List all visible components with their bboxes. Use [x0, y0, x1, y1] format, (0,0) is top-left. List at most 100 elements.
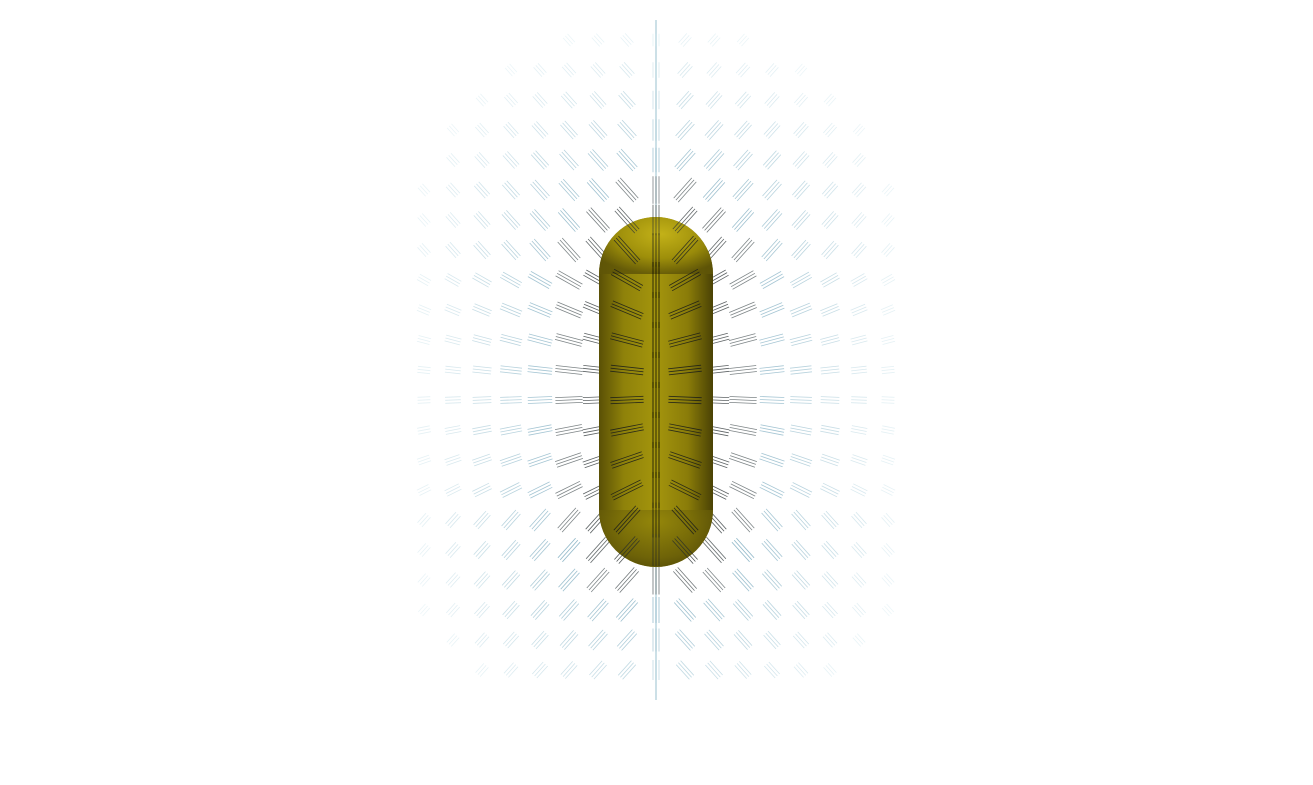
field-stroke: [527, 396, 553, 398]
field-stroke: [795, 664, 807, 676]
field-stroke: [676, 90, 690, 106]
field-stroke: [500, 365, 523, 369]
field-stroke: [499, 308, 520, 318]
field-stroke: [668, 300, 700, 314]
field-stroke: [765, 123, 779, 137]
field-stroke: [618, 94, 632, 110]
field-stroke: [611, 303, 643, 317]
field-stroke: [729, 486, 755, 500]
field-stroke: [445, 542, 457, 554]
field-stroke: [528, 455, 552, 465]
field-stroke: [761, 209, 778, 227]
field-stroke: [675, 664, 690, 680]
field-stroke: [533, 152, 547, 168]
field-stroke: [759, 333, 784, 341]
field-stroke: [706, 631, 722, 649]
field-stroke: [795, 633, 807, 647]
field-stroke: [820, 272, 837, 283]
field-stroke: [528, 430, 553, 436]
field-stroke: [824, 183, 836, 197]
field-stroke: [555, 275, 580, 290]
field-stroke: [417, 371, 431, 375]
field-stroke: [445, 428, 461, 432]
field-stroke: [477, 545, 491, 560]
field-stroke: [475, 272, 492, 283]
field-stroke: [671, 509, 695, 535]
field-stroke: [444, 454, 460, 461]
field-stroke: [678, 662, 692, 678]
field-stroke: [479, 122, 489, 134]
field-stroke: [705, 151, 723, 169]
field-stroke: [885, 543, 895, 553]
field-stroke: [555, 399, 583, 401]
field-stroke: [822, 482, 840, 492]
field-stroke: [882, 425, 895, 429]
field-stroke: [505, 239, 521, 257]
field-stroke: [585, 536, 606, 560]
field-stroke: [851, 371, 868, 375]
field-stroke: [592, 149, 609, 167]
field-stroke: [536, 92, 548, 104]
field-stroke: [417, 307, 431, 313]
field-stroke: [558, 599, 575, 617]
field-stroke: [422, 607, 431, 617]
field-stroke: [527, 481, 550, 494]
field-stroke: [669, 338, 702, 348]
field-stroke: [478, 575, 491, 589]
field-stroke: [527, 402, 553, 404]
field-stroke: [881, 457, 895, 463]
field-stroke: [532, 602, 548, 618]
field-stroke: [617, 179, 637, 201]
field-stroke: [821, 275, 839, 285]
field-stroke: [711, 66, 722, 78]
field-stroke: [733, 509, 753, 531]
field-stroke: [677, 567, 697, 589]
field-stroke: [534, 573, 550, 591]
field-stroke: [821, 456, 839, 464]
field-stroke: [763, 540, 781, 560]
field-stroke: [529, 242, 547, 262]
field-stroke: [765, 63, 775, 73]
field-stroke: [730, 452, 758, 462]
field-stroke: [882, 276, 894, 284]
field-stroke: [590, 571, 610, 593]
field-stroke: [450, 153, 460, 163]
field-stroke: [421, 517, 431, 528]
field-stroke: [707, 182, 726, 202]
field-stroke: [561, 237, 581, 259]
field-stroke: [561, 511, 581, 533]
field-stroke: [618, 600, 636, 620]
field-stroke: [472, 482, 490, 492]
field-stroke: [734, 180, 752, 200]
field-stroke: [732, 603, 749, 621]
field-stroke: [474, 632, 485, 644]
field-stroke: [881, 547, 891, 557]
field-stroke: [825, 665, 835, 675]
field-stroke: [472, 340, 491, 346]
field-stroke: [447, 544, 459, 556]
field-stroke: [736, 33, 745, 43]
field-stroke: [707, 93, 721, 107]
field-stroke: [589, 151, 607, 169]
field-stroke: [615, 598, 634, 618]
field-stroke: [592, 633, 608, 651]
field-stroke: [416, 309, 429, 316]
field-stroke: [475, 573, 489, 587]
field-stroke: [759, 427, 785, 433]
field-stroke: [529, 213, 546, 231]
field-stroke: [668, 268, 699, 286]
field-stroke: [702, 178, 721, 198]
field-stroke: [730, 483, 756, 497]
field-stroke: [794, 182, 808, 198]
field-stroke: [616, 152, 634, 172]
field-stroke: [705, 600, 723, 620]
field-stroke: [677, 121, 693, 139]
field-stroke: [823, 573, 837, 587]
field-stroke: [446, 459, 462, 466]
field-stroke: [445, 399, 461, 401]
field-stroke: [449, 546, 461, 558]
field-stroke: [612, 300, 644, 314]
field-stroke: [559, 509, 579, 531]
field-stroke: [478, 211, 491, 225]
